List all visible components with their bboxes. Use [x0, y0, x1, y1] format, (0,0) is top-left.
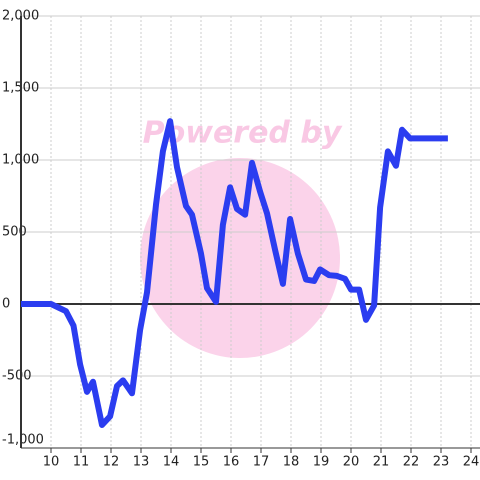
- y-tick-label: -1,000: [2, 433, 44, 448]
- x-tick-label: 15: [193, 455, 210, 470]
- x-tick-label: 18: [283, 455, 300, 470]
- x-tick-label: 16: [223, 455, 240, 470]
- y-tick-label: 500: [2, 225, 27, 240]
- watermark-logo: [140, 158, 340, 358]
- x-tick-label: 21: [373, 455, 390, 470]
- y-tick-label: 0: [2, 297, 10, 312]
- x-tick-label: 23: [433, 455, 450, 470]
- x-tick-label: 24: [463, 455, 480, 470]
- line-series: [21, 118, 448, 428]
- x-tick-label: 10: [43, 455, 60, 470]
- x-tick-label: 11: [73, 455, 90, 470]
- x-tick-label: 20: [343, 455, 360, 470]
- x-tick-label: 17: [253, 455, 270, 470]
- x-tick-label: 14: [163, 455, 180, 470]
- y-tick-label: -500: [2, 369, 32, 384]
- x-tick-label: 22: [403, 455, 420, 470]
- x-tick-label: 12: [103, 455, 120, 470]
- x-tick-label: 13: [133, 455, 150, 470]
- x-tick-label: 19: [313, 455, 330, 470]
